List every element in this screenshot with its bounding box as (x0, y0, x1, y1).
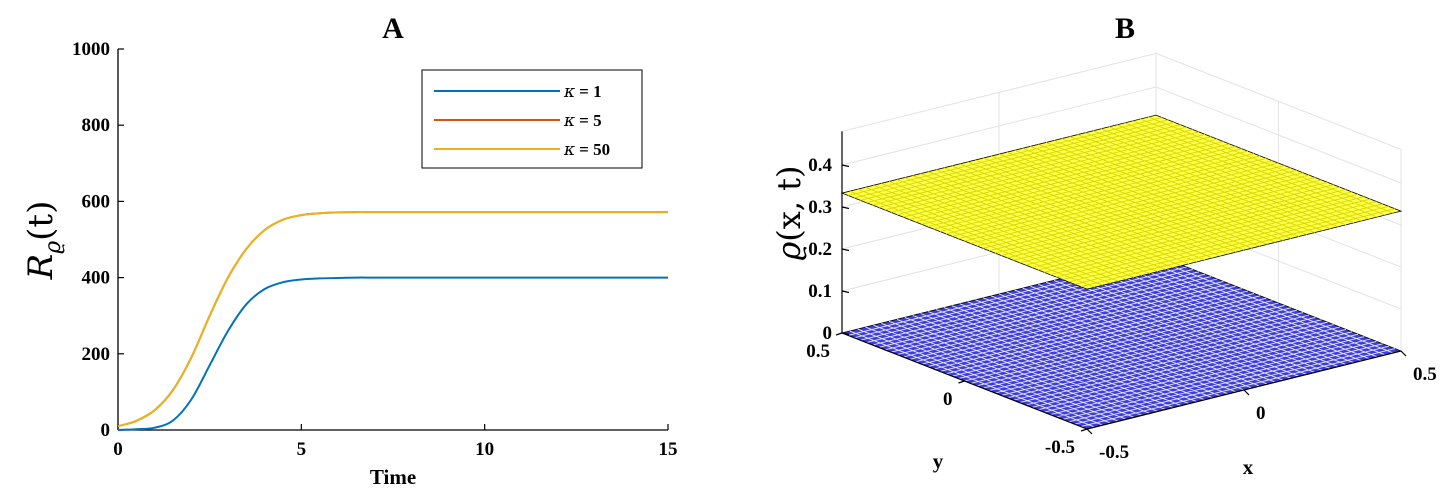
panel-a-ytick-label: 400 (82, 268, 111, 289)
panel-b-xtick-label: 0.5 (1413, 364, 1437, 385)
panel-b-xtick-mark (1400, 350, 1407, 357)
panel-b-ztick-label: 0.2 (808, 239, 832, 260)
panel-b-xtick-mark (1243, 389, 1250, 396)
panel-a-xlabel: Time (370, 465, 416, 489)
panel-a-ytick-label: 200 (82, 344, 111, 365)
panel-b-title: B (1115, 12, 1135, 45)
panel-b-xtick-label: -0.5 (1099, 442, 1129, 463)
panel-a-xtick-label: 15 (659, 439, 678, 460)
panel-a-xtick-label: 0 (113, 439, 123, 460)
panel-b-ticks: 00.10.20.30.4-0.500.5-0.500.5 (806, 131, 1437, 463)
panel-b-ylabel: y (933, 449, 944, 473)
panel-a-ylabel-sub: ϱ (41, 241, 66, 254)
panel-b-ytick-label: -0.5 (1045, 437, 1075, 458)
panel-b-surfaces (840, 114, 1403, 430)
panel-b-top-edge-left (841, 52, 1157, 132)
panel-a-series (117, 211, 668, 431)
panel-b-mesh-lines (847, 116, 1396, 288)
legend-value: = 5 (579, 111, 601, 130)
panel-a-ylabel-arg: (t) (21, 201, 61, 241)
legend-symbol: κ (563, 82, 575, 102)
panel-a-legend-label-3: κ = 50 (563, 140, 610, 160)
panel-a-xtick-label: 5 (297, 439, 307, 460)
panel-b-ztick-mark (841, 290, 850, 294)
panel-b-zlabel: ϱ(x, t) (770, 165, 808, 260)
panel-b-ztick-mark (841, 164, 850, 168)
panel-b-ztick-label: 0.4 (808, 155, 832, 176)
panel-a-ytick-label: 0 (101, 420, 111, 441)
panel-a-legend-label-2: κ = 5 (563, 111, 602, 131)
panel-b-top-edge-right (1155, 52, 1402, 150)
panel-a-ylabel: Rϱ(t) (21, 201, 66, 281)
panel-b-surface-mesh-0 (847, 256, 1396, 428)
panel-b: B 00.10.20.30.4-0.500.5-0.500.5 x y ϱ(x,… (770, 12, 1437, 479)
panel-b-ztick-label: 0.1 (808, 281, 832, 302)
legend-symbol: κ (563, 140, 575, 160)
panel-a-series-line-2 (117, 211, 668, 428)
panel-a-axes: 0 200 400 600 800 1000 0 5 10 15 (72, 39, 678, 460)
panel-b-ytick-label: 0 (943, 389, 953, 410)
panel-a-legend-label-1: κ = 1 (563, 82, 602, 102)
panel-a-ytick-label: 600 (82, 191, 111, 212)
panel-a-title: A (382, 12, 404, 45)
panel-a-legend: κ = 1κ = 5κ = 50 (421, 69, 643, 169)
panel-b-surface-mesh-0.333 (847, 116, 1396, 288)
panel-b-mesh-lines (847, 256, 1396, 428)
panel-b-xtick-label: 0 (1256, 403, 1266, 424)
legend-value: = 1 (579, 82, 601, 101)
legend-symbol: κ (563, 111, 575, 131)
panel-a-ylabel-base: R (21, 254, 61, 281)
panel-b-ytick-label: 0.5 (806, 341, 830, 362)
panel-b-ytick-mark (1080, 428, 1088, 432)
panel-b-xlabel: x (1243, 455, 1254, 479)
panel-b-zlabel-func: ϱ (770, 242, 808, 261)
panel-b-zlabel-args: (x, t) (770, 165, 808, 241)
panel-b-ytick-mark (958, 380, 965, 384)
panel-b-ztick-label: 0.3 (808, 197, 832, 218)
panel-b-ytick-mark (835, 332, 843, 336)
panel-a-ytick-label: 800 (82, 115, 111, 136)
panel-a-ytick-label: 1000 (72, 39, 110, 60)
panel-b-ztick-mark (841, 248, 850, 252)
panel-b-ztick-label: 0 (823, 323, 833, 344)
panel-b-xtick-mark (1086, 428, 1093, 435)
legend-value: = 50 (579, 140, 610, 159)
panel-a-series-line-1 (117, 276, 668, 431)
panel-a-series-line-3 (117, 211, 668, 428)
panel-a-xtick-label: 10 (475, 439, 494, 460)
panel-b-ztick-mark (841, 206, 850, 210)
